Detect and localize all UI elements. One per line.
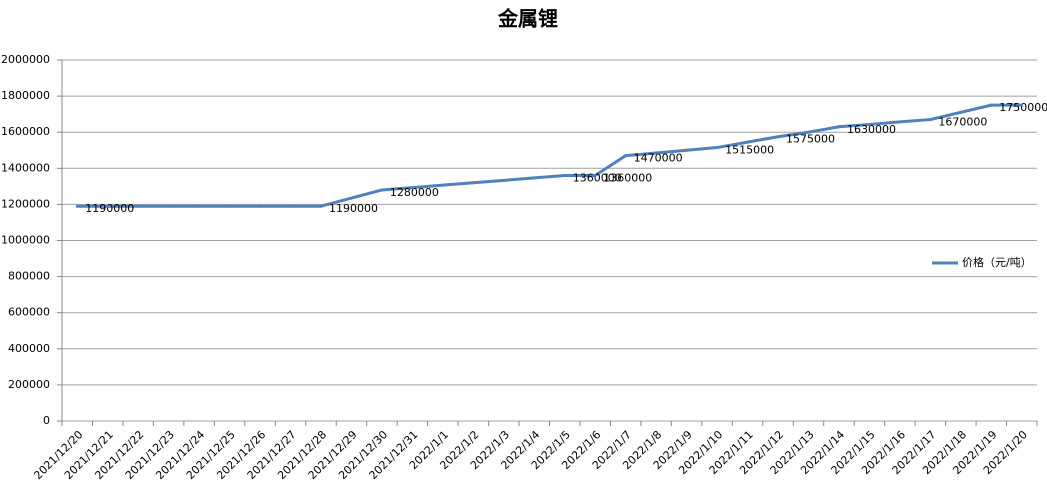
data-point (654, 151, 658, 155)
data-point (197, 204, 201, 208)
data-point (502, 178, 506, 182)
data-point (563, 174, 567, 178)
data-label: 1470000 (634, 152, 683, 165)
data-point (532, 176, 536, 180)
y-tick-label: 200000 (8, 378, 50, 391)
data-point (228, 204, 232, 208)
data-label: 1360000 (573, 172, 622, 185)
y-tick-label: 1800000 (1, 89, 50, 102)
data-label: 1630000 (847, 123, 896, 136)
data-point (410, 186, 414, 190)
data-label: 1190000 (85, 202, 134, 215)
data-label: 1515000 (725, 144, 774, 157)
data-point (441, 183, 445, 187)
data-point (685, 148, 689, 152)
data-point (258, 204, 262, 208)
data-point (776, 135, 780, 139)
y-tick-label: 1200000 (1, 197, 50, 210)
data-label: 1360000 (603, 172, 652, 185)
data-label: 1190000 (329, 202, 378, 215)
y-tick-label: 1600000 (1, 125, 50, 138)
data-point (136, 204, 140, 208)
data-point (380, 188, 384, 192)
data-point (959, 110, 963, 114)
data-point (593, 174, 597, 178)
data-point (928, 118, 932, 122)
y-tick-label: 400000 (8, 342, 50, 355)
y-tick-label: 1400000 (1, 161, 50, 174)
data-point (289, 204, 293, 208)
data-point (837, 125, 841, 129)
data-point (715, 146, 719, 150)
y-tick-label: 1000000 (1, 234, 50, 247)
data-point (989, 103, 993, 107)
y-tick-label: 800000 (8, 270, 50, 283)
data-point (746, 140, 750, 144)
data-label: 1670000 (938, 116, 987, 129)
data-point (349, 196, 353, 200)
data-point (167, 204, 171, 208)
data-label: 1280000 (390, 186, 439, 199)
y-tick-label: 0 (43, 414, 50, 427)
legend-label: 价格（元/吨） (962, 255, 1032, 269)
data-label: 1750000 (999, 101, 1047, 114)
data-point (867, 122, 871, 126)
data-point (806, 130, 810, 134)
chart-title: 金属锂 (497, 7, 558, 31)
data-point (1020, 103, 1024, 107)
data-point (319, 204, 323, 208)
data-point (471, 181, 475, 185)
data-point (898, 120, 902, 124)
data-point (624, 154, 628, 158)
data-point (75, 204, 79, 208)
y-tick-label: 600000 (8, 306, 50, 319)
data-label: 1575000 (786, 133, 835, 146)
y-tick-label: 2000000 (1, 53, 50, 66)
data-point (106, 204, 110, 208)
line-series (77, 103, 1022, 208)
